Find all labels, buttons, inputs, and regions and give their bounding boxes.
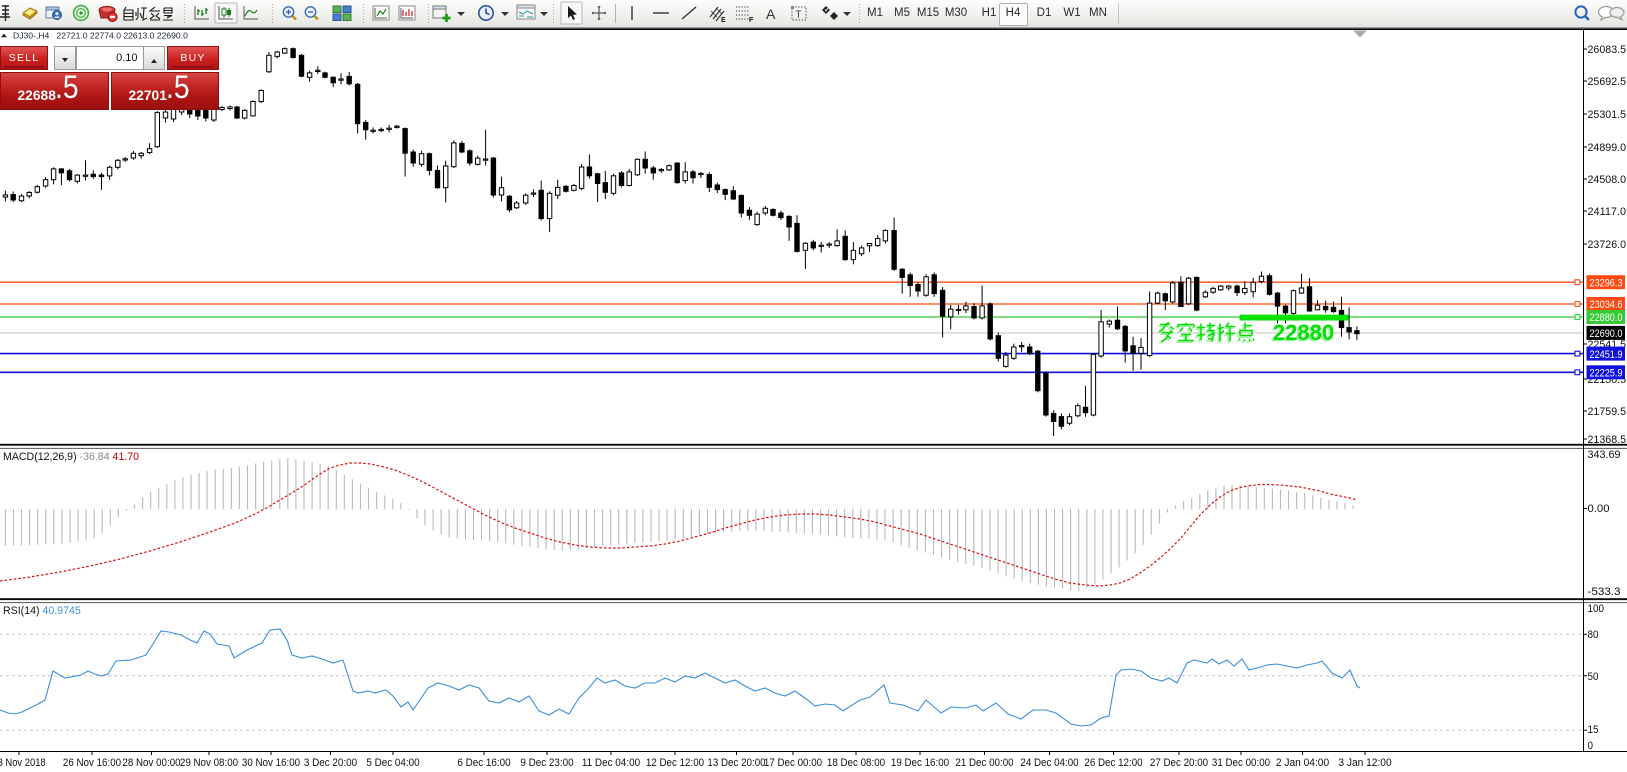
svg-text:30 Nov 16:00: 30 Nov 16:00 (242, 757, 300, 769)
svg-text:MACD(12,26,9) -36.84 41.70: MACD(12,26,9) -36.84 41.70 (3, 451, 139, 463)
svg-text:24508.0: 24508.0 (1588, 174, 1627, 186)
svg-text:18 Dec 08:00: 18 Dec 08:00 (827, 757, 885, 769)
svg-text:F: F (749, 17, 754, 24)
svg-text:RSI(14) 40.9745: RSI(14) 40.9745 (3, 605, 81, 617)
svg-text:24 Dec 04:00: 24 Dec 04:00 (1020, 757, 1078, 769)
svg-text:31 Dec 00:00: 31 Dec 00:00 (1212, 757, 1270, 769)
svg-text:5 Dec 04:00: 5 Dec 04:00 (366, 757, 419, 769)
svg-text:50: 50 (1588, 671, 1599, 683)
svg-text:100: 100 (1588, 603, 1605, 615)
svg-text:0.00: 0.00 (1588, 503, 1610, 515)
svg-text:11 Dec 04:00: 11 Dec 04:00 (582, 757, 640, 769)
svg-text:E: E (721, 17, 726, 24)
svg-text:24117.0: 24117.0 (1588, 206, 1627, 218)
svg-text:23296.3: 23296.3 (1590, 277, 1623, 289)
svg-text:22880.0: 22880.0 (1590, 312, 1623, 324)
svg-text:22690.0: 22690.0 (1590, 328, 1623, 340)
svg-text:23 Nov 2018: 23 Nov 2018 (0, 757, 46, 769)
svg-text:25301.5: 25301.5 (1588, 109, 1627, 121)
svg-text:12 Dec 12:00: 12 Dec 12:00 (646, 757, 704, 769)
svg-text:22880: 22880 (1271, 322, 1332, 347)
svg-text:13 Dec 20:00: 13 Dec 20:00 (707, 757, 765, 769)
svg-text:23726.0: 23726.0 (1588, 239, 1627, 251)
svg-text:0: 0 (1588, 740, 1594, 752)
svg-text:23034.6: 23034.6 (1590, 299, 1623, 311)
svg-text:29 Nov 08:00: 29 Nov 08:00 (180, 757, 238, 769)
svg-text:6 Dec 16:00: 6 Dec 16:00 (457, 757, 510, 769)
svg-text:22225.9: 22225.9 (1590, 368, 1623, 380)
svg-text:3 Dec 20:00: 3 Dec 20:00 (304, 757, 357, 769)
svg-text:21368.5: 21368.5 (1588, 434, 1627, 446)
svg-text:19 Dec 16:00: 19 Dec 16:00 (891, 757, 949, 769)
svg-text:22451.9: 22451.9 (1590, 349, 1623, 361)
svg-text:21 Dec 00:00: 21 Dec 00:00 (955, 757, 1013, 769)
svg-text:21759.5: 21759.5 (1588, 406, 1627, 418)
svg-text:9 Dec 23:00: 9 Dec 23:00 (520, 757, 573, 769)
svg-text:15: 15 (1588, 724, 1599, 736)
svg-text:26083.5: 26083.5 (1588, 44, 1627, 56)
svg-text:80: 80 (1588, 629, 1599, 641)
svg-text:DJ30-,H4 22721.0 22774.0 226: DJ30-,H4 22721.0 22774.0 22613.0 22690.0 (13, 31, 188, 41)
svg-text:T: T (795, 10, 801, 21)
svg-text:26 Nov 16:00: 26 Nov 16:00 (63, 757, 121, 769)
svg-text:28 Nov 00:00: 28 Nov 00:00 (122, 757, 180, 769)
svg-text:27 Dec 20:00: 27 Dec 20:00 (1150, 757, 1208, 769)
svg-text:22880: 22880 (1273, 320, 1334, 345)
svg-text:343.69: 343.69 (1588, 449, 1621, 461)
svg-text:26 Dec 12:00: 26 Dec 12:00 (1084, 757, 1142, 769)
svg-text:25692.5: 25692.5 (1588, 76, 1627, 88)
svg-text:24899.0: 24899.0 (1588, 142, 1627, 154)
svg-text:2 Jan 04:00: 2 Jan 04:00 (1276, 757, 1329, 769)
svg-text:17 Dec 00:00: 17 Dec 00:00 (764, 757, 822, 769)
svg-text:-533.3: -533.3 (1588, 586, 1621, 598)
svg-text:3 Jan 12:00: 3 Jan 12:00 (1338, 757, 1391, 769)
